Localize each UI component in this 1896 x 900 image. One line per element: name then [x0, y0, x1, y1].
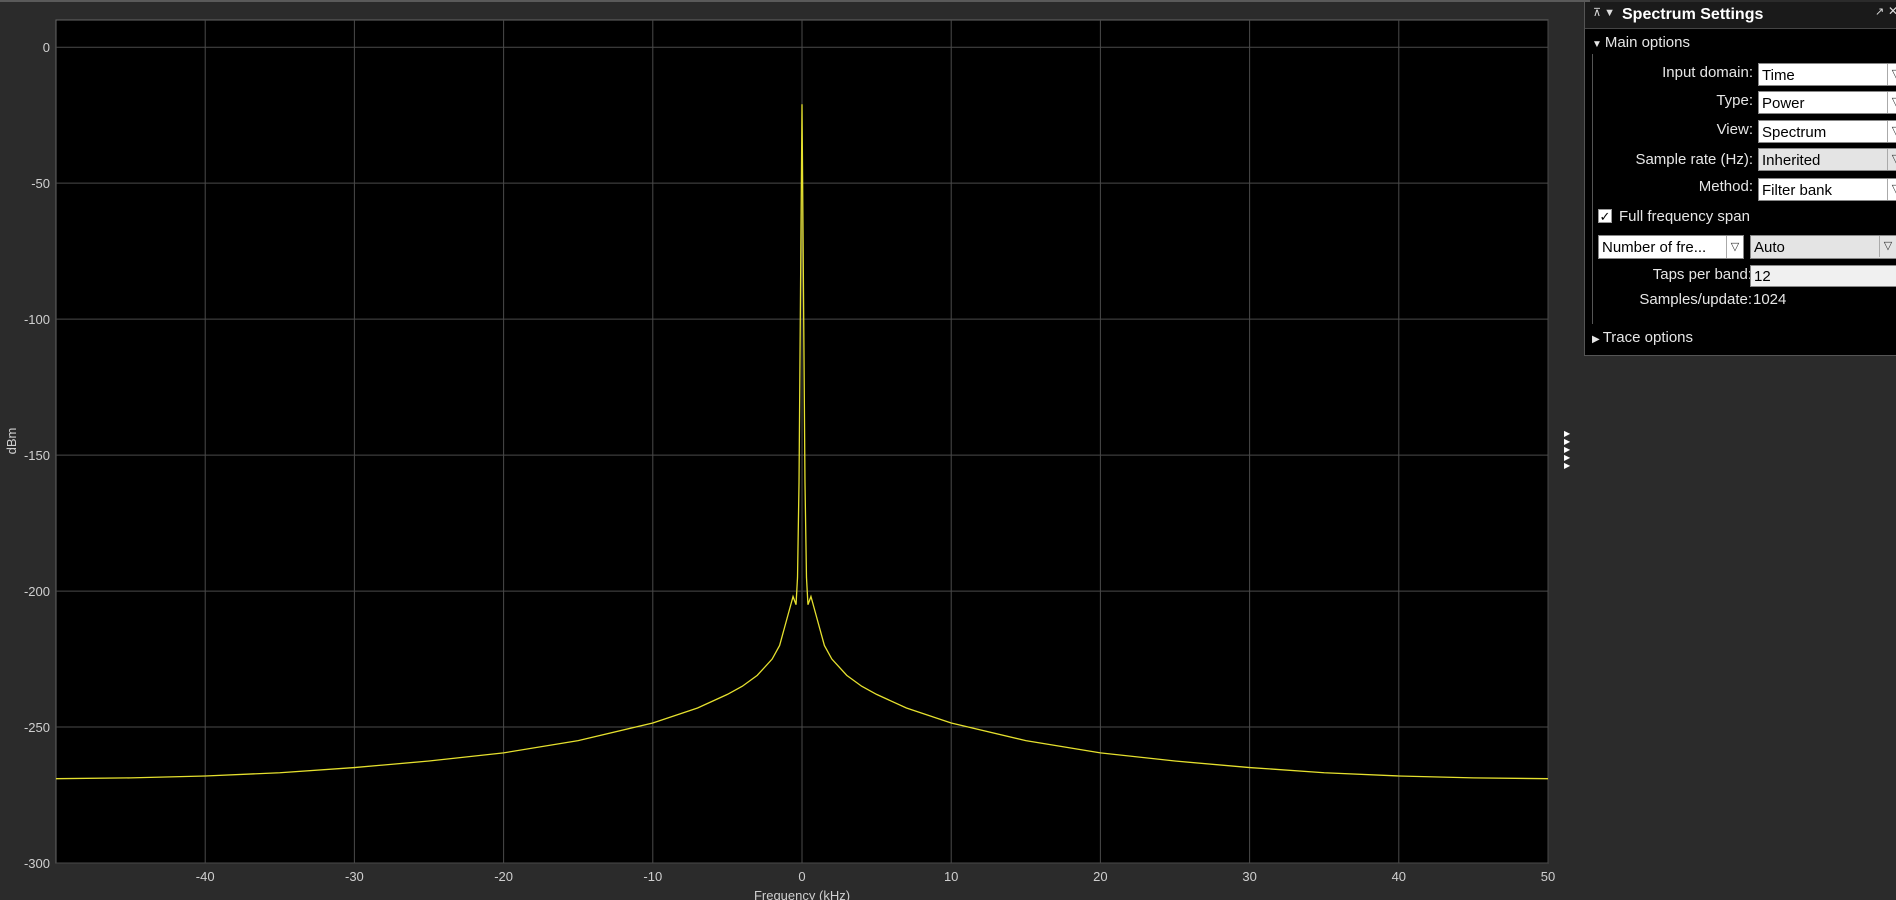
method-dropdown[interactable]: Filter bank ▽	[1758, 178, 1896, 201]
collapse-arrow-icon: ▶	[1564, 461, 1571, 470]
panel-title: Spectrum Settings	[1622, 6, 1764, 23]
chevron-down-icon: ▽	[1726, 236, 1743, 258]
taps-per-band-input[interactable]: 12	[1750, 265, 1896, 287]
frequency-spec-dropdown[interactable]: Number of fre... ▽	[1598, 235, 1744, 259]
x-tick-label: 20	[1093, 869, 1107, 884]
collapse-arrow-icon: ▶	[1564, 429, 1571, 438]
y-tick-label: -250	[24, 720, 50, 735]
y-tick-label: 0	[43, 40, 50, 55]
frequency-mode-dropdown[interactable]: Auto ▽	[1750, 235, 1896, 259]
y-axis-ticks: 0 -50 -100 -150 -200 -250 -300	[24, 40, 50, 871]
x-tick-label: 50	[1541, 869, 1555, 884]
type-label: Type:	[1716, 92, 1753, 109]
method-value: Filter bank	[1762, 182, 1833, 199]
chevron-down-icon: ▽	[1879, 236, 1896, 257]
spectrum-trace	[55, 104, 1549, 780]
trace-options-header[interactable]: ▶ Trace options	[1592, 329, 1693, 346]
chevron-down-icon: ▽	[1887, 149, 1896, 170]
chevron-down-icon: ▽	[1887, 64, 1896, 85]
x-tick-label: 10	[944, 869, 958, 884]
taps-per-band-value: 12	[1754, 268, 1771, 285]
y-tick-label: -100	[24, 312, 50, 327]
y-axis-label: dBm	[4, 428, 19, 455]
x-tick-label: 30	[1242, 869, 1256, 884]
chevron-down-icon: ▽	[1887, 121, 1896, 142]
full-frequency-span-label: Full frequency span	[1619, 208, 1750, 225]
frequency-spec-value: Number of fre...	[1602, 239, 1707, 256]
chevron-down-icon: ▽	[1887, 92, 1896, 113]
collapse-arrow-icon: ▶	[1564, 453, 1571, 462]
samples-update-value: 1024	[1753, 291, 1787, 308]
y-tick-label: -300	[24, 856, 50, 871]
chevron-down-icon: ▽	[1887, 179, 1896, 200]
panel-collapse-handle[interactable]: ▶ ▶ ▶ ▶ ▶	[1564, 430, 1576, 478]
trace-options-label: Trace options	[1602, 329, 1694, 346]
y-tick-label: -50	[31, 176, 50, 191]
input-domain-dropdown[interactable]: Time ▽	[1758, 63, 1896, 86]
sample-rate-label: Sample rate (Hz):	[1635, 151, 1753, 168]
y-tick-label: -200	[24, 584, 50, 599]
frequency-mode-value: Auto	[1754, 239, 1785, 256]
y-tick-label: -150	[24, 448, 50, 463]
method-label: Method:	[1698, 178, 1753, 195]
expand-triangle-icon: ▼	[1592, 39, 1602, 50]
spectrum-settings-panel: ⊼ ▼ Spectrum Settings ↗ ✕ ▼ Main options …	[1584, 2, 1896, 356]
view-value: Spectrum	[1762, 124, 1827, 141]
x-tick-label: 0	[798, 869, 805, 884]
window-top-border	[0, 0, 1590, 2]
sample-rate-value: Inherited	[1762, 152, 1821, 169]
close-icon[interactable]: ✕	[1888, 4, 1896, 18]
x-axis-label: Frequency (kHz)	[754, 888, 850, 900]
main-options-label: Main options	[1604, 34, 1690, 51]
x-tick-label: -10	[643, 869, 662, 884]
input-domain-label: Input domain:	[1662, 64, 1753, 81]
x-tick-label: -20	[494, 869, 513, 884]
input-domain-value: Time	[1762, 67, 1795, 84]
main-options-header[interactable]: ▼ Main options	[1592, 34, 1690, 51]
collapsed-triangle-icon: ▶	[1592, 334, 1600, 345]
collapse-arrow-icon: ▶	[1564, 437, 1571, 446]
collapse-arrow-icon: ▶	[1564, 445, 1571, 454]
x-tick-label: -40	[196, 869, 215, 884]
spectrum-plot[interactable]: 0-50-100-150-200-250-300 -40 -30 -20 -10 0 10…	[0, 0, 1580, 900]
main-options-group: Input domain: Time ▽ Type: Power ▽ View:…	[1592, 54, 1896, 324]
x-tick-label: -30	[345, 869, 364, 884]
full-frequency-span-checkbox[interactable]: ✓	[1598, 209, 1612, 224]
view-label: View:	[1716, 121, 1753, 138]
taps-per-band-label: Taps per band:	[1652, 266, 1752, 283]
sample-rate-dropdown[interactable]: Inherited ▽	[1758, 148, 1896, 171]
panel-header: ⊼ ▼ Spectrum Settings ↗ ✕	[1585, 2, 1896, 29]
samples-update-label: Samples/update:	[1639, 291, 1752, 308]
type-dropdown[interactable]: Power ▽	[1758, 91, 1896, 114]
view-dropdown[interactable]: Spectrum ▽	[1758, 120, 1896, 143]
undock-icon[interactable]: ↗	[1875, 6, 1885, 18]
x-axis-ticks: -40 -30 -20 -10 0 10 20 30 40 50	[196, 869, 1555, 884]
x-tick-label: 40	[1392, 869, 1406, 884]
pin-icon[interactable]: ⊼ ▼	[1593, 7, 1615, 19]
type-value: Power	[1762, 95, 1805, 112]
